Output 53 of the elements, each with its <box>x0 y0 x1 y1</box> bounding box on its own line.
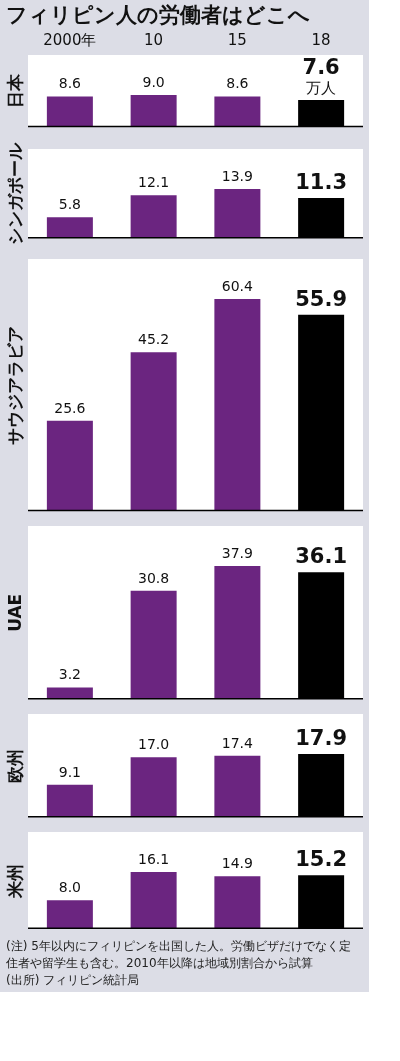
bar <box>130 352 177 511</box>
bar <box>214 189 261 238</box>
bar <box>214 755 261 817</box>
data-label: 16.1 <box>138 851 170 867</box>
text: (出所) フィリピン統計局 <box>6 973 140 988</box>
data-label: 30.8 <box>138 569 170 586</box>
data-label: 13.9 <box>221 168 253 184</box>
bar <box>130 757 177 817</box>
data-label: 8.6 <box>226 75 249 92</box>
bar <box>214 299 261 511</box>
y-axis-title: シンガポール <box>4 141 25 245</box>
data-label: 11.3 <box>295 170 348 195</box>
data-label: 9.0 <box>142 74 165 90</box>
data-label: 25.6 <box>54 399 86 416</box>
bar <box>130 872 177 929</box>
y-axis-title: 米州 <box>4 863 25 899</box>
data-label: 3.2 <box>58 666 82 683</box>
data-label: 15.2 <box>295 847 348 872</box>
data-label: 14.9 <box>221 855 253 872</box>
data-label: 36.1 <box>295 544 348 569</box>
data-label: 45.2 <box>138 331 170 348</box>
data-label: 12.1 <box>138 174 170 191</box>
x-tick-label: 10 <box>144 30 164 49</box>
chart-title: フィリピン人の労働者はどこへ <box>6 3 310 27</box>
x-tick-label: 18 <box>311 30 331 49</box>
bar <box>46 784 93 817</box>
data-label: 17.0 <box>138 736 170 753</box>
y-axis-title: UAE <box>4 593 25 632</box>
y-axis-title: サウジアラビア <box>4 325 25 445</box>
x-tick-label: 2000年 <box>43 30 97 49</box>
bar <box>46 217 93 238</box>
y-axis-title: 日本 <box>4 73 25 109</box>
bar <box>214 876 261 929</box>
bar <box>46 420 93 511</box>
data-label: 37.9 <box>221 545 253 561</box>
annotation: 万人 <box>306 78 337 97</box>
data-label: 9.1 <box>58 763 82 780</box>
data-label: 60.4 <box>221 278 254 294</box>
data-label: 17.4 <box>221 734 254 751</box>
data-label: 7.6 <box>302 54 340 79</box>
data-label: 17.9 <box>295 726 348 750</box>
bar <box>46 900 93 929</box>
bar <box>46 687 93 699</box>
data-label: 5.8 <box>58 196 82 213</box>
data-label: 8.6 <box>58 75 82 92</box>
data-label: 8.0 <box>58 879 82 896</box>
x-tick-label: 15 <box>227 30 247 49</box>
bar <box>130 195 177 238</box>
bar <box>214 566 261 699</box>
data-label: 55.9 <box>295 286 348 311</box>
text: (注) 5年以内にフィリピンを出国した人。労働ビザだけでなく定住者や留学生も含む。2010年以降は地域別割合から試算 <box>5 939 351 971</box>
bar <box>130 590 177 699</box>
y-axis-title: 欧州 <box>4 748 25 783</box>
